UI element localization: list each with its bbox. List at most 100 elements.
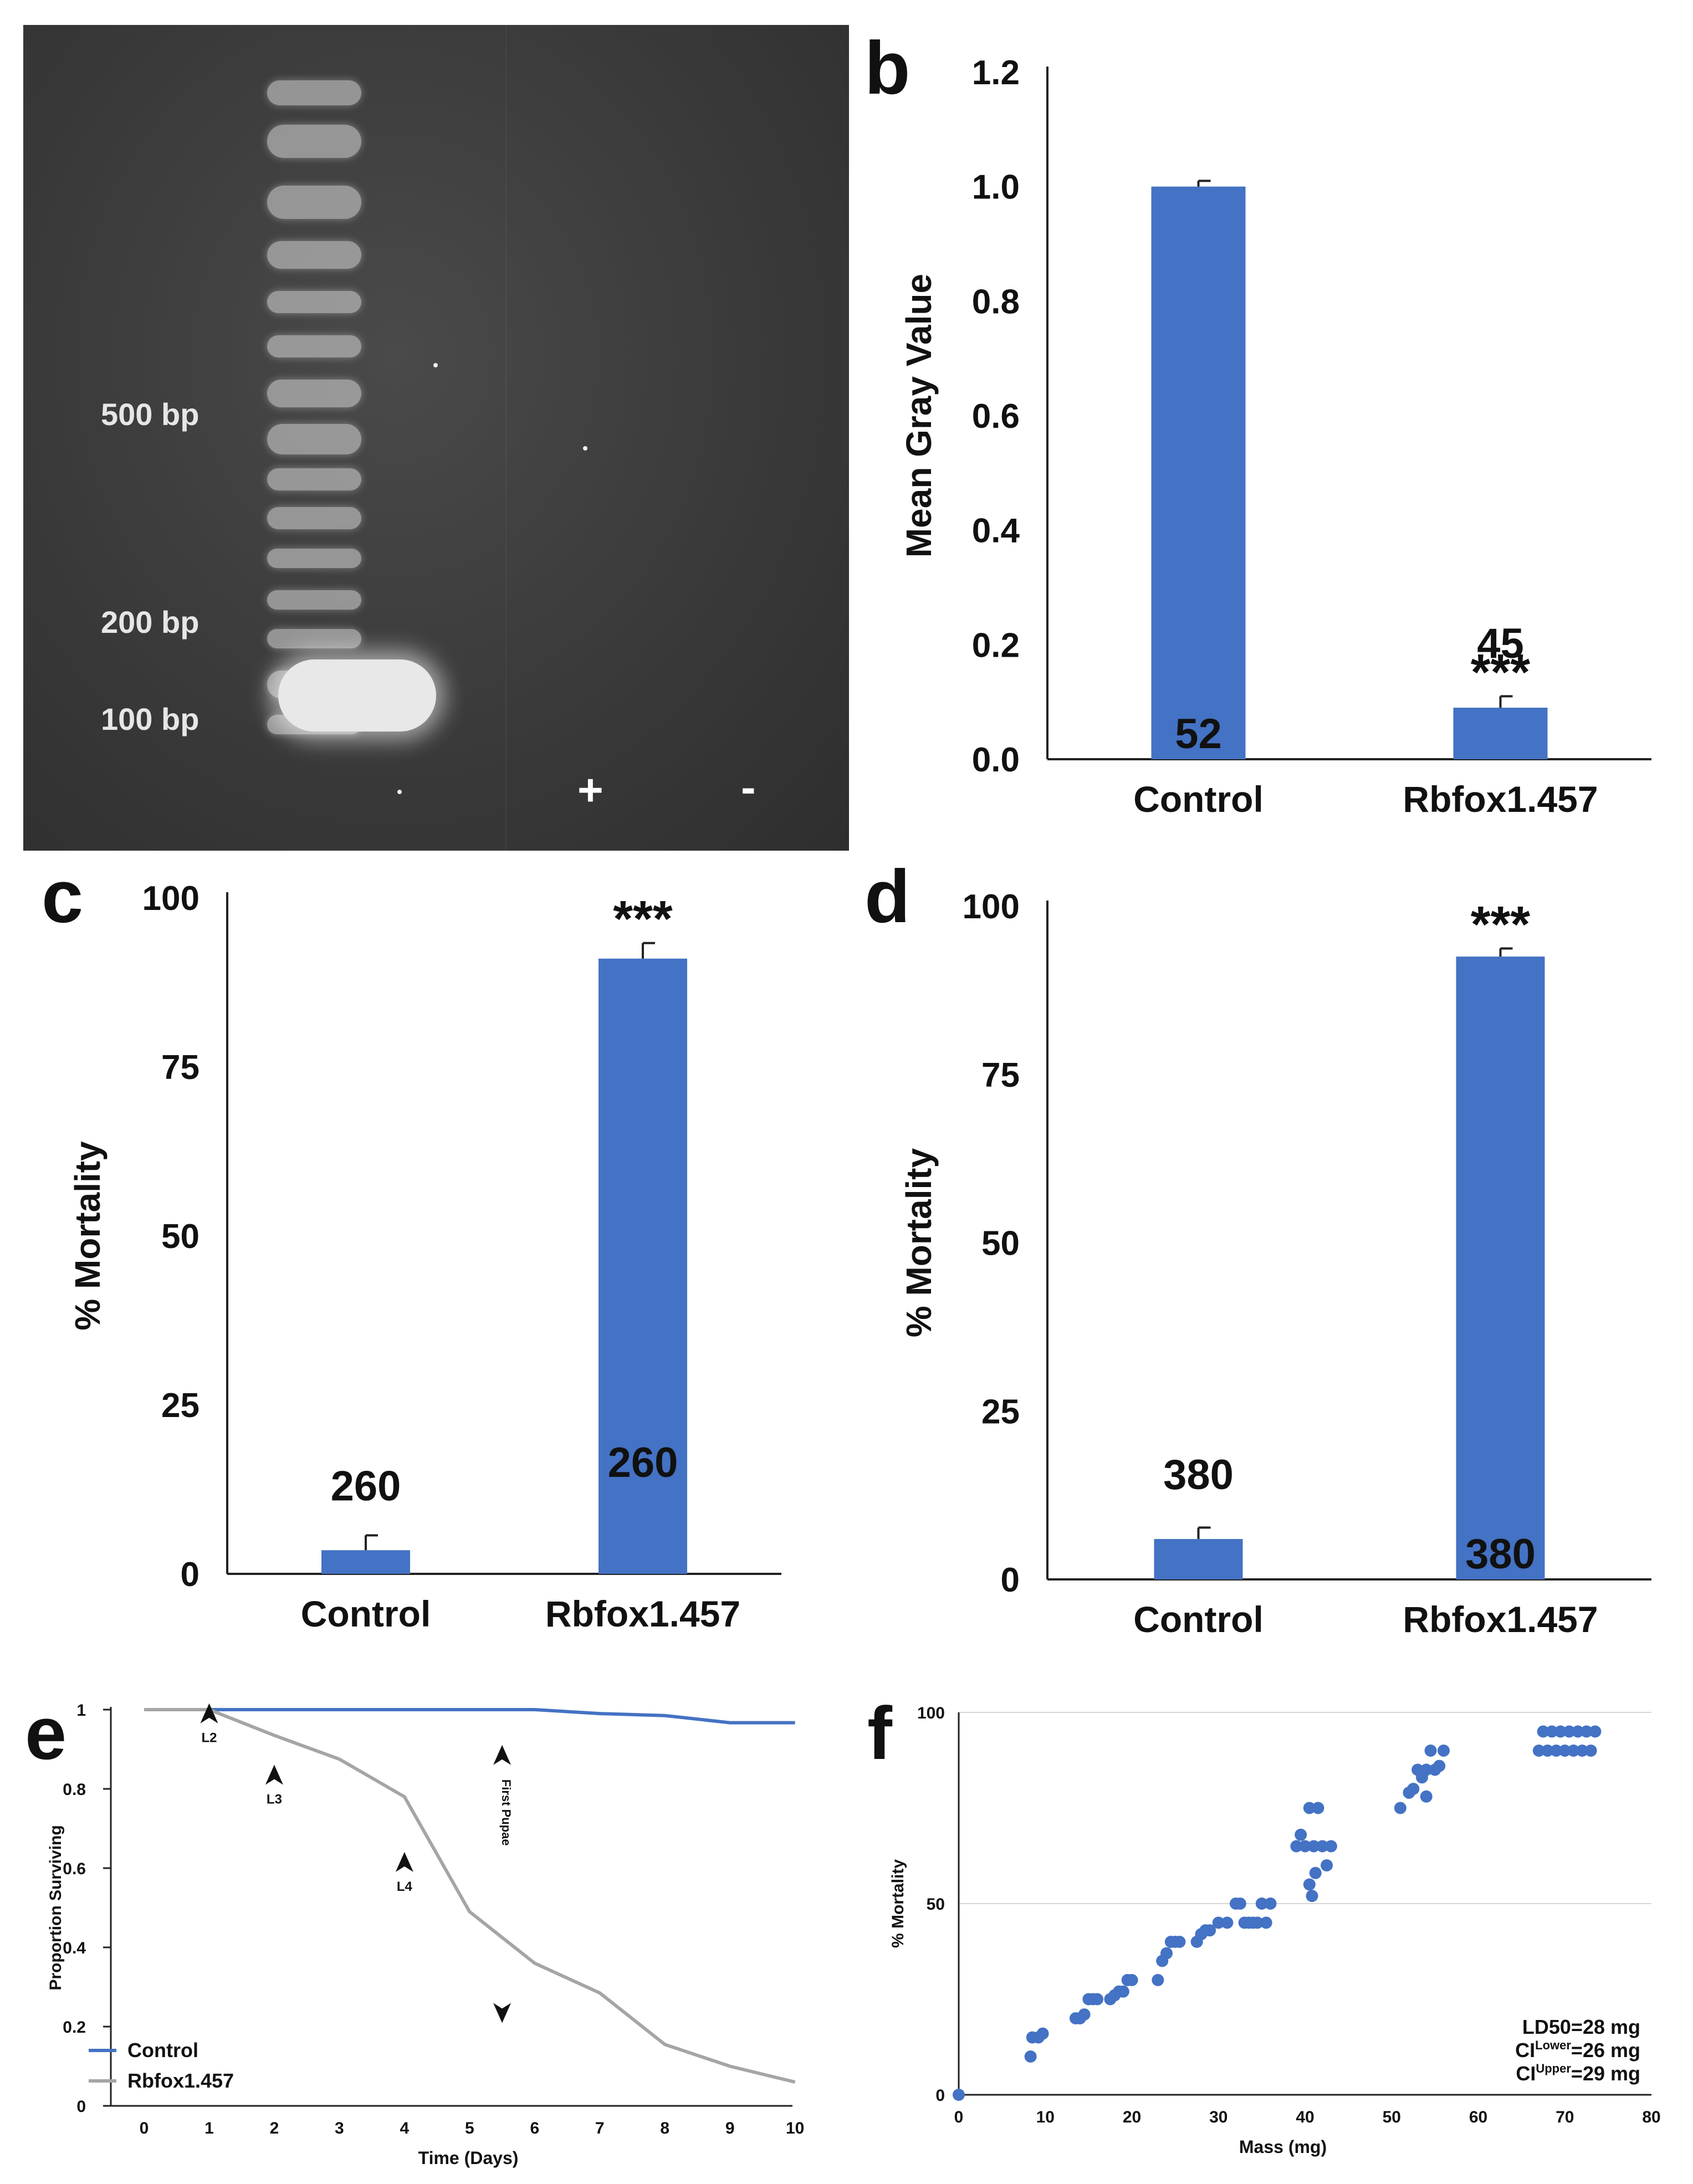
- gel-image: 500 bp 200 bp 100 bp + -: [23, 25, 849, 851]
- stage-annotation: L4: [397, 1879, 413, 1894]
- series-line-rbfox1-457: [144, 1708, 796, 2084]
- x-tick-label: 0: [140, 2119, 149, 2137]
- data-point: [1550, 1745, 1563, 1757]
- arrowhead-up-icon: [265, 1764, 283, 1785]
- bar-rbfox1-457: [1456, 957, 1545, 1579]
- x-tick-label: 9: [725, 2119, 735, 2137]
- data-point: [1212, 1916, 1225, 1929]
- lane-label-negative: -: [741, 763, 756, 812]
- x-axis-label: Mass (mg): [1239, 2137, 1327, 2157]
- y-tick-label: 0: [181, 1556, 200, 1594]
- arrowhead-down-icon: [493, 2003, 512, 2023]
- y-tick-label: 50: [161, 1218, 200, 1256]
- y-tick-label: 0.8: [972, 283, 1020, 321]
- panel-letter-e: e: [25, 1691, 67, 1775]
- panel-letter-c: c: [42, 855, 84, 938]
- x-tick-label: 70: [1556, 2108, 1574, 2126]
- data-point: [953, 2089, 965, 2101]
- data-point: [1160, 1947, 1173, 1960]
- x-tick-label: 30: [1209, 2108, 1227, 2126]
- data-point: [1589, 1725, 1602, 1738]
- bar-chart-mortality-c: 0 25 50 75 100 % Mortality Control 260 Rbfox1.45…: [68, 879, 781, 1634]
- pcr-product-band: [278, 659, 436, 732]
- y-axis-label: % Mortality: [889, 1859, 907, 1948]
- data-point: [1541, 1745, 1554, 1757]
- sample-size-label: 260: [608, 1439, 678, 1486]
- data-point: [1554, 1725, 1567, 1738]
- x-category-label: Rbfox1.457: [1403, 1599, 1598, 1640]
- data-point: [1580, 1725, 1593, 1738]
- panel-letter-d: d: [865, 855, 911, 938]
- data-point: [1234, 1897, 1246, 1910]
- data-point: [1537, 1725, 1549, 1738]
- y-tick-label: 1.2: [972, 54, 1020, 92]
- y-tick-label: 0: [76, 2098, 86, 2116]
- panel-letter-b: b: [865, 26, 911, 110]
- data-point: [1584, 1745, 1597, 1757]
- sample-size-label: 52: [1175, 710, 1222, 758]
- legend-label: Rbfox1.457: [127, 2069, 234, 2092]
- data-point: [1024, 2050, 1037, 2063]
- x-category-label: Rbfox1.457: [545, 1593, 740, 1634]
- data-point: [1126, 1974, 1138, 1986]
- x-tick-label: 2: [270, 2119, 279, 2137]
- stage-annotation: First Pupae: [499, 1779, 513, 1846]
- x-tick-label: 40: [1296, 2108, 1314, 2126]
- x-tick-label: 5: [465, 2119, 474, 2137]
- x-tick-label: 6: [530, 2119, 539, 2137]
- series-line-control: [144, 1708, 795, 1725]
- data-point: [1290, 1840, 1303, 1853]
- data-point: [1563, 1725, 1576, 1738]
- stage-annotation: L3: [267, 1792, 282, 1807]
- bar-control: [321, 1550, 410, 1574]
- arrowhead-up-icon: [200, 1703, 218, 1723]
- arrowhead-up-icon: [395, 1851, 413, 1872]
- data-point: [1204, 1924, 1216, 1937]
- data-point: [1091, 1993, 1103, 2006]
- x-category-label: Control: [301, 1593, 431, 1634]
- x-category-label: Control: [1133, 1599, 1264, 1640]
- x-tick-label: 7: [595, 2119, 605, 2137]
- y-tick-label: 1: [76, 1701, 86, 1720]
- data-point: [1260, 1916, 1272, 1929]
- y-tick-label: 0: [1001, 1561, 1020, 1599]
- panel-letter-f: f: [867, 1691, 892, 1775]
- data-point: [1558, 1745, 1571, 1757]
- x-tick-label: 8: [660, 2119, 669, 2137]
- data-point: [1407, 1783, 1420, 1795]
- sample-size-label: 380: [1163, 1451, 1234, 1498]
- x-tick-label: 80: [1642, 2108, 1660, 2126]
- data-point: [1303, 1802, 1316, 1814]
- bar-control: [1151, 186, 1246, 760]
- data-point: [1576, 1745, 1588, 1757]
- data-point: [1312, 1802, 1324, 1814]
- data-point: [1309, 1866, 1322, 1879]
- significance-stars: ***: [1471, 644, 1531, 700]
- y-tick-label: 0.4: [972, 512, 1020, 550]
- y-axis-label: % Mortality: [68, 1141, 108, 1331]
- size-label-500bp: 500 bp: [101, 397, 200, 432]
- y-tick-label: 100: [963, 888, 1020, 926]
- data-point: [1438, 1745, 1450, 1757]
- ci-upper-annotation: CIUpper=29 mg: [1516, 2062, 1640, 2085]
- y-tick-label: 0.8: [63, 1781, 86, 1799]
- data-point: [1295, 1828, 1307, 1841]
- y-tick-label: 0.4: [63, 1939, 86, 1957]
- data-point: [1433, 1760, 1446, 1772]
- y-tick-label: 100: [917, 1704, 945, 1722]
- ci-lower-annotation: CILower=26 mg: [1515, 2038, 1640, 2062]
- x-axis-label: Time (Days): [418, 2148, 519, 2168]
- sample-size-label: 380: [1465, 1531, 1536, 1578]
- data-point: [1152, 1974, 1164, 1986]
- significance-stars: ***: [1471, 897, 1531, 953]
- y-tick-label: 75: [161, 1048, 200, 1087]
- arrowhead-up-icon: [493, 1745, 512, 1765]
- x-category-label: Rbfox1.457: [1403, 779, 1598, 820]
- y-axis-label: % Mortality: [899, 1148, 939, 1337]
- data-point: [1546, 1725, 1558, 1738]
- x-tick-label: 10: [786, 2119, 804, 2137]
- x-category-label: Control: [1133, 779, 1264, 820]
- data-point: [1324, 1840, 1337, 1853]
- data-point: [1394, 1802, 1406, 1814]
